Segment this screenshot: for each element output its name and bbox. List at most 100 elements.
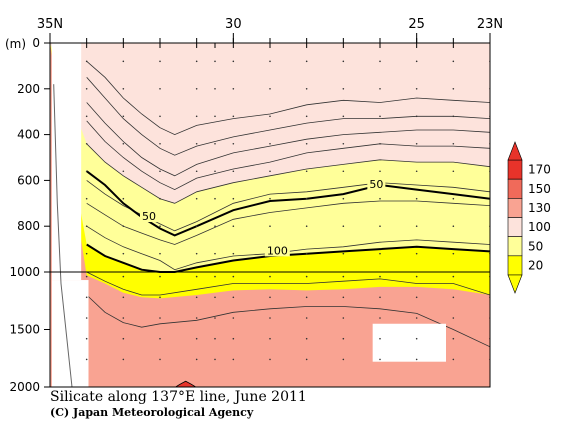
- max-patch: [174, 380, 197, 387]
- sample-point: [232, 88, 235, 90]
- contour-label-bg: [140, 210, 158, 223]
- sample-point: [85, 296, 88, 299]
- sample-point: [232, 225, 235, 227]
- sample-point: [452, 170, 455, 173]
- sample-point: [342, 275, 345, 278]
- sample-point: [452, 317, 455, 319]
- sample-point: [379, 142, 381, 145]
- sample-point: [159, 142, 161, 145]
- sample-point: [232, 275, 235, 278]
- sample-point: [415, 115, 418, 118]
- sample-point: [269, 317, 271, 319]
- sample-point: [379, 337, 381, 340]
- sample-point: [214, 88, 216, 90]
- sample-point: [159, 337, 161, 340]
- sample-point: [159, 60, 161, 63]
- sample-point: [122, 225, 125, 227]
- sample-point: [214, 60, 216, 63]
- sample-point: [85, 88, 88, 90]
- sample-point: [305, 252, 308, 255]
- sample-point: [159, 296, 161, 299]
- sample-point: [269, 60, 271, 63]
- sample-point: [305, 275, 308, 278]
- missing-data-region: [372, 323, 446, 362]
- sample-point: [85, 225, 88, 227]
- y-tick-label: 1000: [9, 265, 40, 279]
- sample-point: [232, 296, 235, 299]
- sample-point: [342, 115, 345, 118]
- sample-point: [342, 60, 345, 63]
- shade-band-20: [50, 43, 490, 204]
- sample-point: [159, 358, 161, 361]
- sample-point: [214, 275, 216, 278]
- sample-point: [269, 197, 271, 200]
- sample-point: [305, 296, 308, 299]
- sample-point: [195, 197, 198, 200]
- sample-point: [305, 317, 308, 319]
- sample-point: [85, 358, 88, 361]
- sample-point: [379, 170, 381, 173]
- contour-line: [86, 294, 490, 348]
- colorbar-bottom-arrow: [507, 274, 523, 294]
- sample-point: [122, 88, 125, 90]
- sample-point: [415, 60, 418, 63]
- sample-point: [452, 252, 455, 255]
- sample-point: [232, 197, 235, 200]
- sample-point: [214, 142, 216, 145]
- colorbar-band: [507, 198, 523, 218]
- missing-data-region: [51, 43, 82, 281]
- contour-label: 100: [267, 244, 288, 257]
- sample-point: [379, 88, 381, 90]
- sample-point: [214, 115, 216, 118]
- sample-point: [305, 358, 308, 361]
- y-tick-label: 0: [32, 36, 40, 50]
- sample-point: [122, 197, 125, 200]
- sample-point: [195, 88, 198, 90]
- colorbar-band: [507, 159, 523, 180]
- sample-point: [122, 275, 125, 278]
- sample-point: [232, 337, 235, 340]
- sample-point: [195, 317, 198, 319]
- sample-point: [305, 60, 308, 63]
- sample-point: [159, 252, 161, 255]
- sample-point: [342, 88, 345, 90]
- contour-line: [86, 60, 490, 136]
- y-tick-label: 800: [17, 219, 40, 233]
- sample-point: [122, 142, 125, 145]
- sample-point: [415, 358, 418, 361]
- sample-point: [342, 225, 345, 227]
- sample-point: [214, 296, 216, 299]
- sample-point: [342, 142, 345, 145]
- sample-point: [122, 170, 125, 173]
- sample-point: [342, 337, 345, 340]
- sample-point: [195, 60, 198, 63]
- sample-point: [269, 296, 271, 299]
- sample-point: [232, 317, 235, 319]
- sample-point: [195, 142, 198, 145]
- sample-point: [269, 88, 271, 90]
- sample-point: [342, 296, 345, 299]
- colorbar-label: 50: [528, 239, 543, 253]
- sample-point: [214, 317, 216, 319]
- contour-line-bold: [86, 170, 490, 237]
- chart-title: Silicate along 137°E line, June 2011: [50, 389, 307, 405]
- sample-point: [415, 317, 418, 319]
- sample-point: [379, 317, 381, 319]
- colorbar-band: [507, 236, 523, 257]
- sample-point: [379, 252, 381, 255]
- colorbar-label: 20: [528, 258, 543, 272]
- sample-point: [452, 88, 455, 90]
- sample-point: [452, 296, 455, 299]
- sample-point: [379, 115, 381, 118]
- sample-point: [214, 197, 216, 200]
- colorbar-top-arrow: [507, 141, 523, 161]
- sample-point: [452, 337, 455, 340]
- sample-point: [85, 115, 88, 118]
- sample-point: [214, 337, 216, 340]
- contour-label: 50: [142, 210, 156, 223]
- y-axis-unit: (m): [5, 37, 26, 51]
- sample-point: [415, 88, 418, 90]
- contour-line: [86, 143, 490, 204]
- sample-point: [85, 337, 88, 340]
